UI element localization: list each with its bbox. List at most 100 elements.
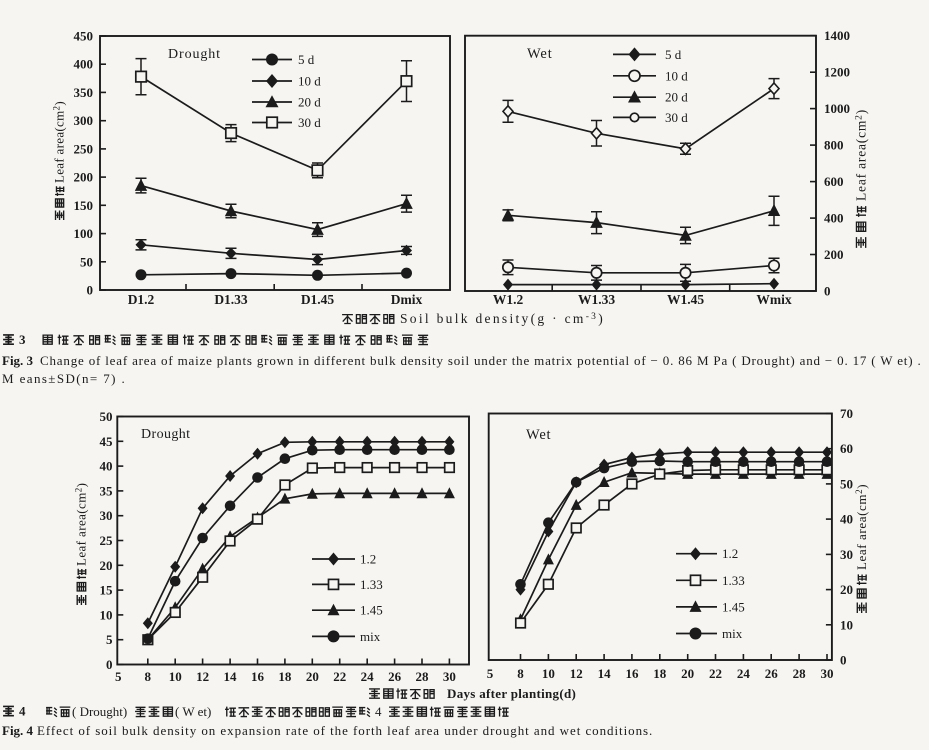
svg-text:20 d: 20 d — [298, 95, 321, 110]
svg-text:400: 400 — [74, 57, 94, 72]
svg-text:8: 8 — [145, 669, 152, 684]
svg-text:28: 28 — [416, 669, 430, 684]
svg-text:10 d: 10 d — [298, 74, 321, 89]
svg-text:8: 8 — [517, 666, 524, 681]
svg-text:50: 50 — [100, 409, 113, 424]
svg-text:70: 70 — [840, 406, 853, 421]
svg-text:26: 26 — [765, 666, 779, 681]
svg-text:5: 5 — [106, 632, 113, 647]
svg-text:1.2: 1.2 — [360, 552, 376, 567]
svg-text:30 d: 30 d — [665, 110, 688, 125]
svg-text:Days after planting(d): Days after planting(d) — [447, 686, 576, 701]
svg-text:800: 800 — [824, 138, 844, 153]
svg-text:22: 22 — [709, 666, 722, 681]
svg-text:20: 20 — [100, 558, 113, 573]
svg-text:40: 40 — [100, 459, 113, 474]
svg-text:3: 3 — [19, 332, 26, 347]
svg-text:16: 16 — [625, 666, 639, 681]
svg-text:10 d: 10 d — [665, 68, 688, 83]
svg-text:18: 18 — [278, 669, 292, 684]
svg-text:0: 0 — [106, 657, 113, 672]
svg-text:W1.2: W1.2 — [493, 292, 524, 307]
svg-text:30: 30 — [100, 508, 113, 523]
svg-text:450: 450 — [74, 29, 94, 44]
svg-text:D1.45: D1.45 — [301, 292, 335, 307]
svg-text:5 d: 5 d — [665, 47, 682, 62]
svg-text:40: 40 — [840, 512, 853, 527]
svg-text:30: 30 — [840, 547, 853, 562]
svg-text:1.45: 1.45 — [360, 603, 383, 618]
svg-text:150: 150 — [74, 198, 94, 213]
svg-text:200: 200 — [824, 247, 844, 262]
svg-text:200: 200 — [74, 170, 94, 185]
svg-text:Drought: Drought — [168, 47, 221, 62]
svg-text:14: 14 — [224, 669, 238, 684]
svg-text:Change of leaf area of maize p: Change of leaf area of maize plants grow… — [40, 353, 922, 368]
svg-text:28: 28 — [793, 666, 807, 681]
svg-text:100: 100 — [74, 226, 94, 241]
svg-text:50: 50 — [840, 476, 853, 491]
svg-text:10: 10 — [840, 617, 853, 632]
svg-text:1200: 1200 — [824, 65, 850, 80]
svg-text:20 d: 20 d — [665, 90, 688, 105]
svg-text:( Drought): ( Drought) — [72, 704, 127, 719]
svg-text:1.33: 1.33 — [722, 573, 745, 588]
svg-text:10: 10 — [100, 607, 113, 622]
svg-text:Fig. 4: Fig. 4 — [2, 723, 34, 738]
svg-text:30: 30 — [443, 669, 456, 684]
svg-text:4: 4 — [19, 704, 26, 719]
svg-text:Dmix: Dmix — [391, 292, 423, 307]
svg-text:mix: mix — [722, 626, 743, 641]
svg-text:20: 20 — [840, 582, 853, 597]
svg-text:Leaf area(cm2): Leaf area(cm2) — [854, 484, 869, 570]
svg-text:300: 300 — [74, 113, 94, 128]
svg-text:30 d: 30 d — [298, 115, 321, 130]
svg-text:5: 5 — [115, 669, 122, 684]
svg-text:16: 16 — [251, 669, 265, 684]
svg-text:20: 20 — [681, 666, 694, 681]
svg-text:5: 5 — [487, 666, 494, 681]
svg-text:Wet: Wet — [527, 46, 553, 62]
svg-text:10: 10 — [169, 669, 182, 684]
svg-text:( W et): ( W et) — [175, 704, 211, 719]
svg-text:M eans±SD(n= 7) .: M eans±SD(n= 7) . — [2, 371, 126, 386]
svg-text:1.45: 1.45 — [722, 599, 745, 614]
svg-text:Wet: Wet — [526, 427, 551, 443]
svg-text:30: 30 — [820, 666, 833, 681]
svg-text:D1.33: D1.33 — [214, 292, 248, 307]
svg-text:50: 50 — [80, 254, 93, 269]
svg-text:1.2: 1.2 — [722, 546, 738, 561]
svg-text:mix: mix — [360, 629, 381, 644]
svg-text:0: 0 — [824, 284, 831, 299]
svg-text:250: 250 — [74, 141, 94, 156]
svg-text:22: 22 — [333, 669, 346, 684]
svg-text:600: 600 — [824, 174, 844, 189]
svg-text:35: 35 — [100, 483, 114, 498]
svg-text:4: 4 — [375, 704, 382, 719]
svg-text:25: 25 — [100, 533, 114, 548]
svg-text:45: 45 — [100, 434, 114, 449]
svg-text:350: 350 — [74, 85, 94, 100]
svg-text:24: 24 — [361, 669, 375, 684]
svg-text:5 d: 5 d — [298, 52, 315, 67]
svg-text:W1.33: W1.33 — [578, 292, 615, 307]
svg-text:0: 0 — [87, 283, 94, 298]
svg-text:Effect of soil bulk density on: Effect of soil bulk density on expansion… — [37, 723, 653, 738]
svg-text:14: 14 — [598, 666, 612, 681]
svg-text:1.33: 1.33 — [360, 577, 383, 592]
svg-text:400: 400 — [824, 211, 844, 226]
svg-text:Soil bulk density(g · cm-3): Soil bulk density(g · cm-3) — [400, 311, 605, 326]
svg-text:Drought: Drought — [141, 427, 190, 442]
svg-text:Fig. 3: Fig. 3 — [2, 353, 34, 368]
svg-text:1000: 1000 — [824, 101, 850, 116]
svg-text:12: 12 — [196, 669, 209, 684]
svg-text:20: 20 — [306, 669, 319, 684]
svg-text:15: 15 — [100, 583, 114, 598]
svg-text:Leaf area(cm2): Leaf area(cm2) — [52, 101, 67, 183]
svg-text:10: 10 — [542, 666, 555, 681]
svg-text:1400: 1400 — [824, 28, 850, 43]
svg-text:24: 24 — [737, 666, 751, 681]
svg-text:Leaf area(cm2): Leaf area(cm2) — [74, 483, 89, 566]
svg-text:Leaf area(cm2): Leaf area(cm2) — [854, 109, 869, 201]
svg-text:D1.2: D1.2 — [128, 292, 155, 307]
